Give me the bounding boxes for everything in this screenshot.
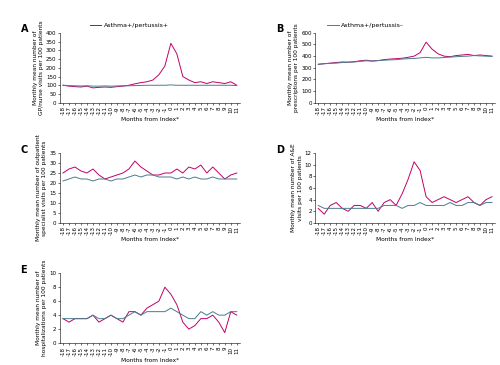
X-axis label: Months from Index*: Months from Index* [121,358,179,363]
Text: A: A [20,24,28,34]
Text: C: C [20,145,28,155]
X-axis label: Months from Index*: Months from Index* [376,117,434,122]
Text: B: B [276,24,283,34]
Legend: Asthma+/pertussis–: Asthma+/pertussis– [328,23,404,28]
X-axis label: Months from Index*: Months from Index* [376,238,434,242]
Y-axis label: Monthly mean number of
GP/nurse visits per 100 patients: Monthly mean number of GP/nurse visits p… [32,20,44,115]
Y-axis label: Monthly mean number of outpatient
specialist visits per 100 patients: Monthly mean number of outpatient specia… [36,135,48,241]
X-axis label: Months from Index*: Months from Index* [121,117,179,122]
Text: D: D [276,145,283,155]
Y-axis label: Monthly mean number of A&E
visits per 100 patients: Monthly mean number of A&E visits per 10… [292,143,302,233]
Y-axis label: Monthly mean number of
hospitalizations per 100 patients: Monthly mean number of hospitalizations … [36,260,48,356]
Legend: Asthma+/pertussis+: Asthma+/pertussis+ [90,23,169,28]
Y-axis label: Monthly mean number of
prescriptions per 100 patients: Monthly mean number of prescriptions per… [288,23,299,112]
X-axis label: Months from Index*: Months from Index* [121,238,179,242]
Text: E: E [20,265,27,275]
